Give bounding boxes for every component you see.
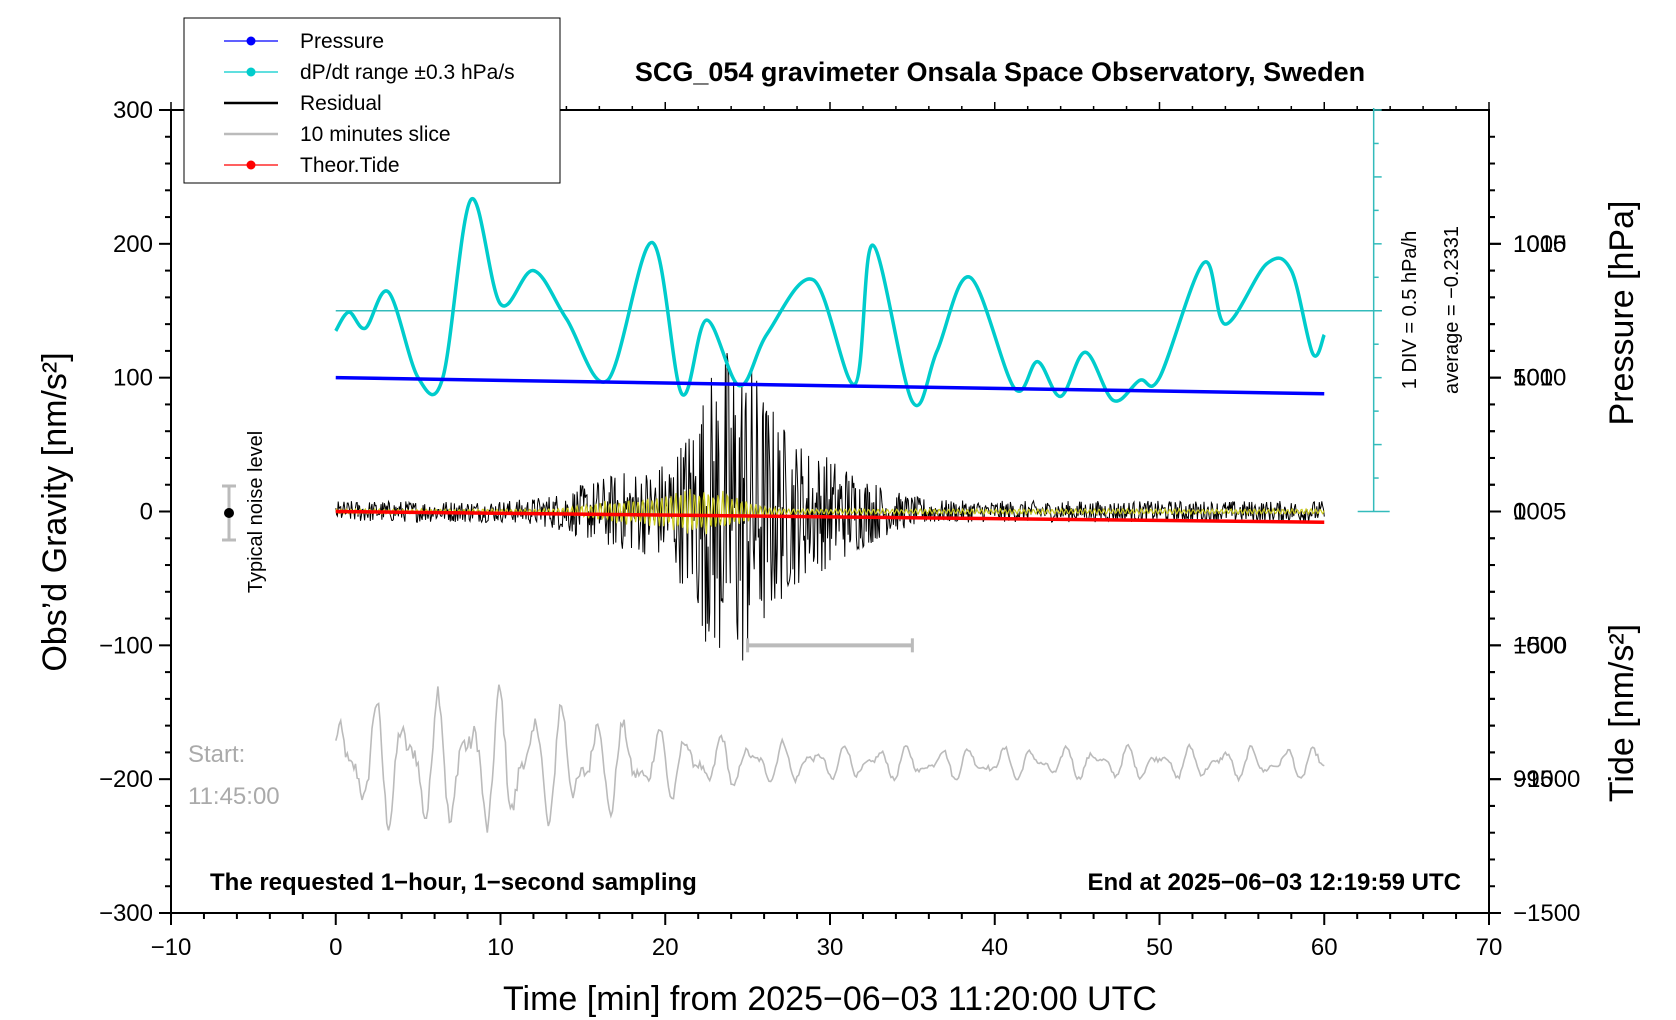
x-tick-label: 0 — [329, 934, 342, 961]
dpdt-ruler — [1357, 108, 1390, 513]
x-tick-label: 10 — [487, 934, 514, 961]
legend-marker — [246, 160, 256, 170]
div-label: 1 DIV = 0.5 hPa/h — [1399, 231, 1421, 389]
tide-tick-label: 1000 — [1513, 231, 1566, 258]
start-time: 11:45:00 — [188, 783, 280, 810]
y-tick-label: −100 — [99, 632, 153, 659]
series-slice-line — [335, 684, 1325, 833]
legend-box — [183, 17, 561, 184]
y-tick-label: 300 — [113, 97, 153, 124]
x-tick-label: −10 — [151, 934, 192, 961]
series-tide-line — [335, 509, 1325, 524]
x-tick-label: 40 — [981, 934, 1008, 961]
pressure-tick-label: 1005 — [1513, 499, 1566, 526]
y-tick-label: −300 — [99, 900, 153, 927]
chart-title: SCG_054 gravimeter Onsala Space Observat… — [635, 57, 1365, 87]
y-axis-left: 300 200 100 0 −100 −200 −300 — [99, 97, 171, 927]
noise-label: Typical noise level — [245, 431, 267, 593]
legend-label: Theor.Tide — [300, 154, 400, 177]
average-label: average = −0.2331 — [1441, 226, 1463, 394]
pressure-tick-label: 1010 — [1513, 365, 1566, 392]
legend-label: dP/dt range ±0.3 hPa/s — [300, 61, 515, 84]
x-axis-title: Time [min] from 2025−06−03 11:20:00 UTC — [503, 980, 1157, 1018]
y-tick-label: 0 — [140, 499, 153, 526]
pressure-tick-label: 1000 — [1513, 632, 1566, 659]
tide-tick-label: 500 — [1513, 365, 1553, 392]
tide-tick-label: −1000 — [1513, 766, 1580, 793]
x-tick-label: 30 — [817, 934, 844, 961]
noise-dot — [224, 508, 234, 518]
legend-marker — [246, 67, 256, 77]
legend-marker — [246, 36, 256, 46]
pressure-axis-title: Pressure [hPa] — [1603, 201, 1641, 426]
x-axis: −10 0 10 20 30 40 50 60 70 — [151, 102, 1503, 961]
tide-tick-label: −1500 — [1513, 900, 1580, 927]
series-residual-filtered-line — [335, 489, 1325, 535]
y-tick-label: −200 — [99, 766, 153, 793]
legend-label: 10 minutes slice — [300, 123, 451, 146]
start-label: Start: — [188, 741, 245, 768]
series-layer — [334, 197, 1382, 833]
x-tick-label: 60 — [1311, 934, 1338, 961]
series-pressure-line — [335, 375, 1325, 396]
bottom-right-note: End at 2025−06−03 12:19:59 UTC — [1087, 869, 1461, 896]
pressure-tick-label: 1015 — [1513, 231, 1566, 258]
bottom-left-note: The requested 1−hour, 1−second sampling — [210, 869, 697, 896]
x-tick-label: 70 — [1476, 934, 1503, 961]
pressure-tick-label: 995 — [1513, 766, 1553, 793]
tide-tick-label: 0 — [1513, 499, 1526, 526]
tide-axis-title: Tide [nm/s²] — [1603, 624, 1641, 802]
x-tick-label: 50 — [1146, 934, 1173, 961]
y-tick-label: 200 — [113, 231, 153, 258]
y-tick-label: 100 — [113, 365, 153, 392]
x-tick-label: 20 — [652, 934, 679, 961]
series-residual-line — [335, 353, 1325, 661]
y-axis-title: Obs’d Gravity [nm/s²] — [36, 352, 74, 671]
legend: Pressure dP/dt range ±0.3 hPa/s Residual 10… — [183, 17, 561, 184]
y-axis-tide: 1000 500 0 −500 −1000 −1500 — [1489, 216, 1580, 927]
legend-label: Residual — [300, 92, 382, 115]
legend-label: Pressure — [300, 30, 384, 53]
tide-tick-label: −500 — [1513, 632, 1567, 659]
series-dpdt-line — [334, 197, 1326, 407]
